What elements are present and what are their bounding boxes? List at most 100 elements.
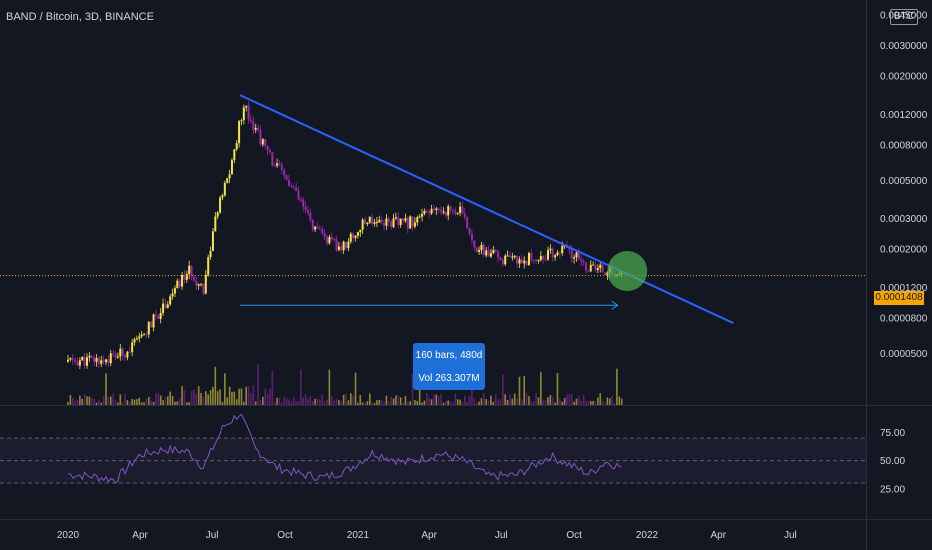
volume-bar-139 [397,395,400,405]
volume-bar-72 [238,388,240,405]
volume-bar-144 [409,401,411,405]
candle-205 [554,255,557,258]
candle-8 [86,357,89,366]
volume-bar-135 [387,401,390,405]
candle-30 [138,336,141,339]
candle-38 [157,315,160,319]
volume-bar-113 [335,398,338,405]
volume-bar-219 [587,401,590,405]
candle-107 [321,229,324,234]
volume-bar-128 [371,401,373,405]
volume-bar-221 [592,400,594,405]
candle-59 [207,257,210,275]
symbol-title[interactable]: BAND / Bitcoin, 3D, BINANCE [6,11,154,23]
candle-35 [150,321,153,328]
measure-arrow-head [611,300,619,310]
volume-bar-102 [309,396,312,405]
candle-68 [228,174,231,179]
candle-132 [380,220,383,223]
candle-216 [580,259,583,262]
candle-208 [561,245,564,254]
volume-bar-78 [252,385,255,405]
volume-bar-119 [349,393,352,405]
candle-158 [442,211,445,213]
volume-bar-145 [411,373,414,405]
candle-47 [178,280,181,287]
candle-66 [223,182,226,196]
volume-bar-228 [608,398,611,405]
candle-36 [152,314,155,328]
currency-badge[interactable]: BTC [890,9,918,25]
volume-bar-26 [128,402,131,405]
candle-32 [143,334,146,336]
volume-bar-76 [247,386,250,405]
candle-114 [337,246,340,251]
candle-136 [390,221,393,227]
volume-bar-164 [456,399,459,405]
candle-48 [181,275,184,287]
volume-bar-123 [359,394,362,405]
candle-108 [323,233,326,237]
volume-bar-162 [452,402,454,405]
volume-bar-127 [368,393,371,405]
volume-bar-149 [421,402,423,405]
volume-bar-197 [535,393,537,405]
volume-bar-150 [423,400,426,405]
candle-173 [478,250,481,252]
rsi-axis-label-2: 25.00 [880,484,905,495]
candle-175 [482,244,485,256]
candle-49 [183,275,186,280]
volume-bar-179 [492,401,495,405]
volume-bar-33 [145,398,148,405]
volume-bar-177 [487,400,490,405]
volume-bar-173 [478,401,480,405]
volume-bar-89 [278,397,281,405]
volume-bar-178 [490,395,492,405]
candle-163 [454,211,457,214]
volume-bar-121 [354,372,357,405]
candle-223 [596,268,599,271]
price-axis-label-7: 0.0002000 [880,245,928,256]
candle-204 [551,248,554,258]
candle-116 [342,241,345,251]
volume-bar-124 [361,402,364,405]
volume-bar-215 [578,395,580,405]
volume-bar-156 [437,396,440,405]
candle-145 [411,216,414,227]
candle-85 [268,150,271,153]
time-axis-label-1: Apr [132,530,148,541]
volume-bar-166 [461,402,464,405]
candle-148 [418,216,421,218]
candle-221 [592,264,595,266]
volume-bar-201 [544,399,547,405]
candle-84 [266,145,269,151]
candle-161 [449,206,452,211]
candle-57 [202,283,205,294]
volume-bar-204 [551,397,554,405]
candle-67 [226,178,229,183]
candle-73 [240,120,243,122]
volume-bar-30 [138,397,141,405]
volume-bar-27 [131,399,133,405]
candle-185 [506,255,509,257]
volume-bar-169 [468,395,471,405]
volume-bar-21 [117,402,119,405]
candle-76 [247,105,250,120]
volume-bar-130 [376,400,378,405]
volume-bar-37 [155,393,157,405]
volume-bar-69 [231,391,233,405]
candle-190 [518,259,521,264]
candle-12 [95,357,98,362]
volume-bar-151 [426,393,428,405]
candle-172 [475,247,478,252]
volume-bar-63 [216,391,219,405]
price-axis-label-8: 0.0001200 [880,283,928,294]
candle-16 [105,359,108,363]
candle-168 [466,217,469,229]
volume-bar-141 [402,402,404,405]
candle-109 [326,236,329,244]
volume-bar-77 [250,392,252,405]
price-axis-label-0: 0.0045000 [880,10,928,21]
candle-82 [261,139,264,145]
